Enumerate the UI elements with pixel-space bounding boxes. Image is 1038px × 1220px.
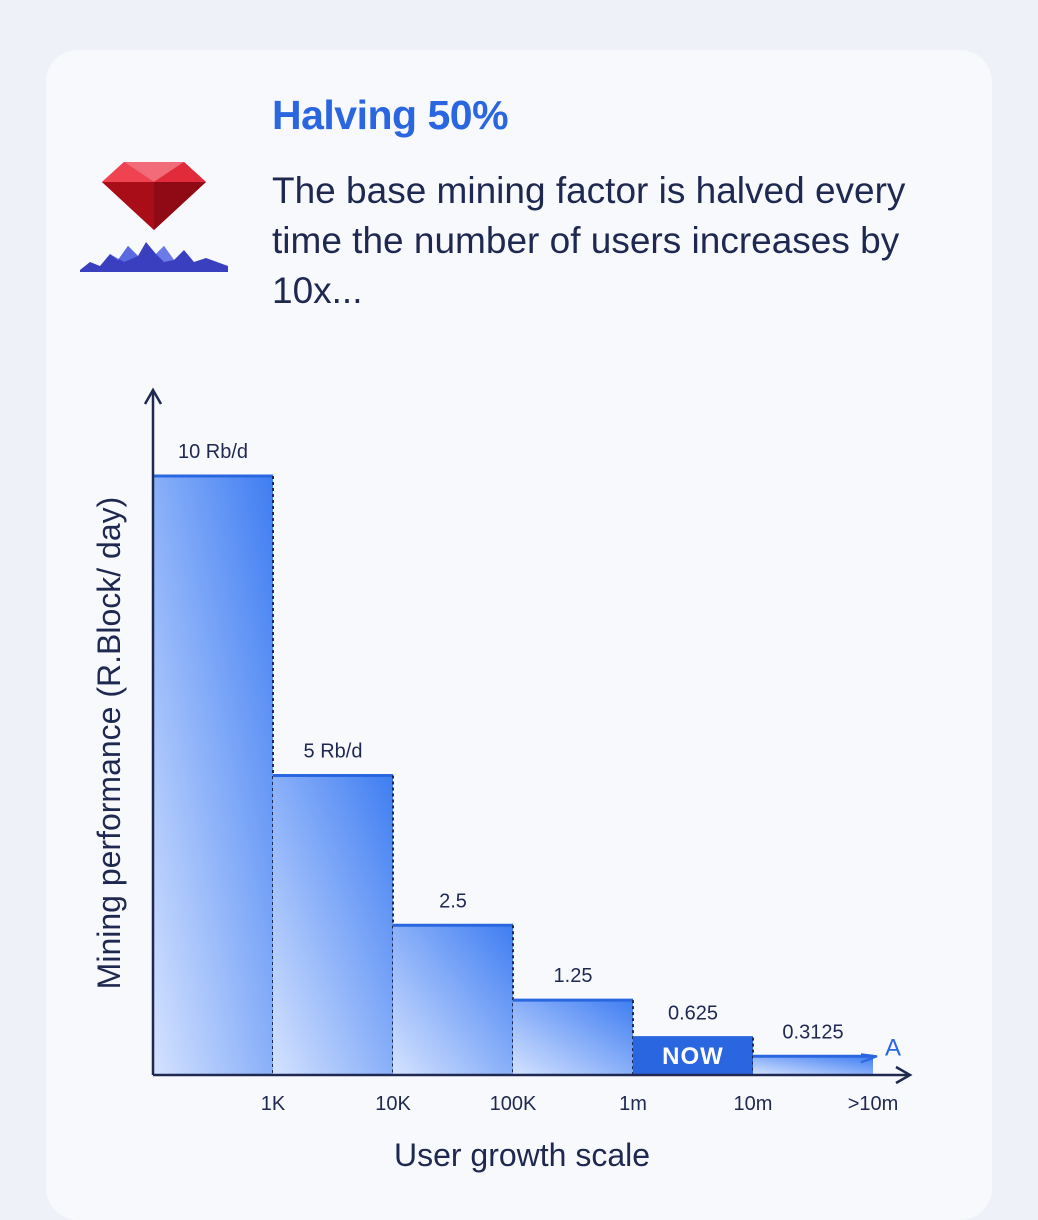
bar-value-label: 0.3125 — [782, 1021, 843, 1043]
x-tick-label: 1m — [619, 1093, 647, 1115]
page-description: The base mining factor is halved every t… — [272, 170, 906, 311]
bar-value-label: 5 Rb/d — [304, 741, 363, 763]
bar — [513, 1000, 633, 1075]
x-tick-label: 10K — [375, 1093, 411, 1115]
bar — [273, 775, 393, 1075]
bar-value-label: 10 Rb/d — [178, 441, 248, 463]
x-tick-label: >10m — [848, 1093, 899, 1115]
now-badge-label: NOW — [662, 1043, 724, 1070]
bar — [753, 1056, 873, 1075]
x-axis-arrow — [895, 1065, 913, 1085]
bar — [153, 476, 273, 1075]
x-tick-label: 1K — [261, 1093, 286, 1115]
y-axis-arrow — [143, 387, 163, 405]
y-axis-title: Mining performance (R.Block/ day) — [91, 497, 127, 990]
end-arrow — [860, 1053, 878, 1064]
x-tick-label: 100K — [490, 1093, 537, 1115]
bar-value-label: 1.25 — [554, 965, 593, 987]
bar-now — [633, 1037, 753, 1075]
end-marker-label: A — [885, 1034, 901, 1061]
page-title: Halving 50% — [272, 92, 509, 138]
x-tick-label: 10m — [734, 1093, 773, 1115]
bar-value-label: 0.625 — [668, 1003, 718, 1025]
bar — [393, 925, 513, 1075]
ruby-logo — [80, 162, 228, 272]
x-axis-title: User growth scale — [394, 1137, 650, 1173]
bar-value-label: 2.5 — [439, 890, 467, 912]
